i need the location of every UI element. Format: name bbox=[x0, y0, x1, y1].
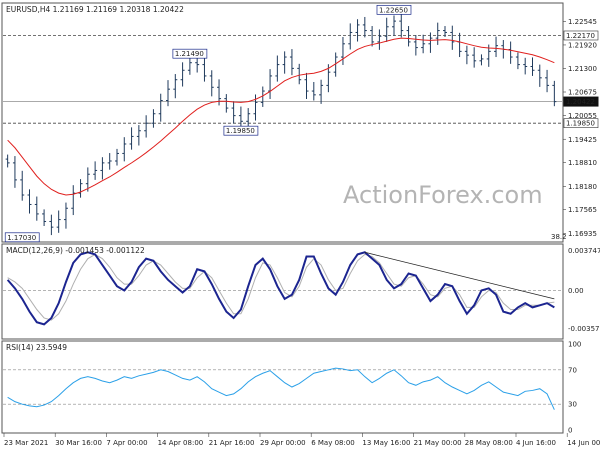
price-tick-label: 1.17565 bbox=[568, 206, 597, 214]
price-label-2: 1.19850 bbox=[226, 127, 255, 135]
axes: 1.22170 1.19850 1.22545 1.21920 1.21300 1.206… bbox=[3, 18, 600, 447]
price-label-0: 1.17030 bbox=[7, 234, 36, 242]
price-tick-label: 1.16935 bbox=[568, 230, 597, 238]
price-tick-label: 1.20055 bbox=[568, 112, 597, 120]
x-tick-label: 28 May 08:00 bbox=[465, 439, 513, 447]
price-tick-label: 1.19425 bbox=[568, 136, 597, 144]
price-label-box-1 bbox=[172, 48, 208, 59]
price-tick-label: 1.18810 bbox=[568, 159, 597, 167]
price-tick-label: 1.18180 bbox=[568, 183, 597, 191]
macd-signal-line bbox=[7, 253, 555, 321]
level-label-1: 1.19850 bbox=[566, 120, 595, 128]
price-label-box-3 bbox=[376, 4, 412, 15]
macd-title: MACD(12,26,9) -0.001453 -0.001122 bbox=[6, 246, 145, 255]
rsi-plot bbox=[3, 367, 562, 410]
x-tick-label: 21 Apr 16:00 bbox=[209, 439, 255, 447]
price-title: EURUSD,H4 1.21169 1.21169 1.20318 1.2042… bbox=[6, 5, 184, 14]
x-tick-label: 29 Apr 00:00 bbox=[260, 439, 306, 447]
rsi-tick-label: 30 bbox=[568, 401, 577, 409]
x-tick-label: 14 Jun 00:00 bbox=[567, 439, 600, 447]
macd-panel-frame bbox=[1, 243, 564, 340]
level-box-0 bbox=[563, 30, 599, 41]
price-tick-label: 1.21300 bbox=[568, 65, 597, 73]
x-tick-label: 7 Apr 00:00 bbox=[106, 439, 147, 447]
x-tick-label: 21 May 00:00 bbox=[414, 439, 462, 447]
fib-label: 38.2 bbox=[551, 233, 567, 241]
price-label-box-0 bbox=[4, 232, 40, 243]
macd-plot bbox=[3, 251, 562, 326]
price-label-box-2 bbox=[223, 125, 259, 136]
price-tick-label: 1.22545 bbox=[568, 18, 597, 26]
macd-tick-label: 0.003747 bbox=[568, 247, 600, 255]
price-label-1: 1.21490 bbox=[175, 50, 204, 58]
rsi-line bbox=[7, 367, 555, 410]
x-tick-label: 30 Mar 16:00 bbox=[55, 439, 102, 447]
x-tick-label: 14 Apr 08:00 bbox=[158, 439, 204, 447]
level-box-1 bbox=[563, 118, 599, 128]
price-tick-label: 1.21920 bbox=[568, 41, 597, 49]
current-price-box bbox=[563, 96, 599, 107]
moving-average-line bbox=[7, 37, 555, 196]
x-tick-label: 6 May 08:00 bbox=[311, 439, 355, 447]
macd-tick-label: -0.003573 bbox=[568, 325, 600, 333]
macd-line bbox=[6, 251, 555, 326]
macd-tick-label: 0.00 bbox=[568, 287, 584, 295]
rsi-panel-frame bbox=[1, 340, 564, 434]
price-plot: 1.17030 1.21490 1.19850 1.22650 bbox=[3, 4, 562, 243]
current-price-label: 1.20422 bbox=[566, 98, 595, 106]
rsi-tick-label: 0 bbox=[568, 427, 572, 435]
price-label-3: 1.22650 bbox=[379, 6, 408, 14]
rsi-tick-label: 70 bbox=[568, 366, 577, 374]
rsi-title: RSI(14) 23.5949 bbox=[6, 343, 67, 352]
rsi-tick-label: 100 bbox=[568, 341, 581, 349]
level-label-0: 1.22170 bbox=[566, 32, 595, 40]
watermark: ActionForex.com bbox=[343, 181, 543, 209]
x-tick-label: 4 Jun 16:00 bbox=[516, 439, 556, 447]
x-tick-label: 23 Mar 2021 bbox=[4, 439, 48, 447]
macd-trendline bbox=[364, 251, 555, 300]
price-tick-label: 1.20675 bbox=[568, 89, 597, 97]
x-tick-label: 13 May 16:00 bbox=[362, 439, 410, 447]
price-panel-frame bbox=[1, 2, 564, 243]
